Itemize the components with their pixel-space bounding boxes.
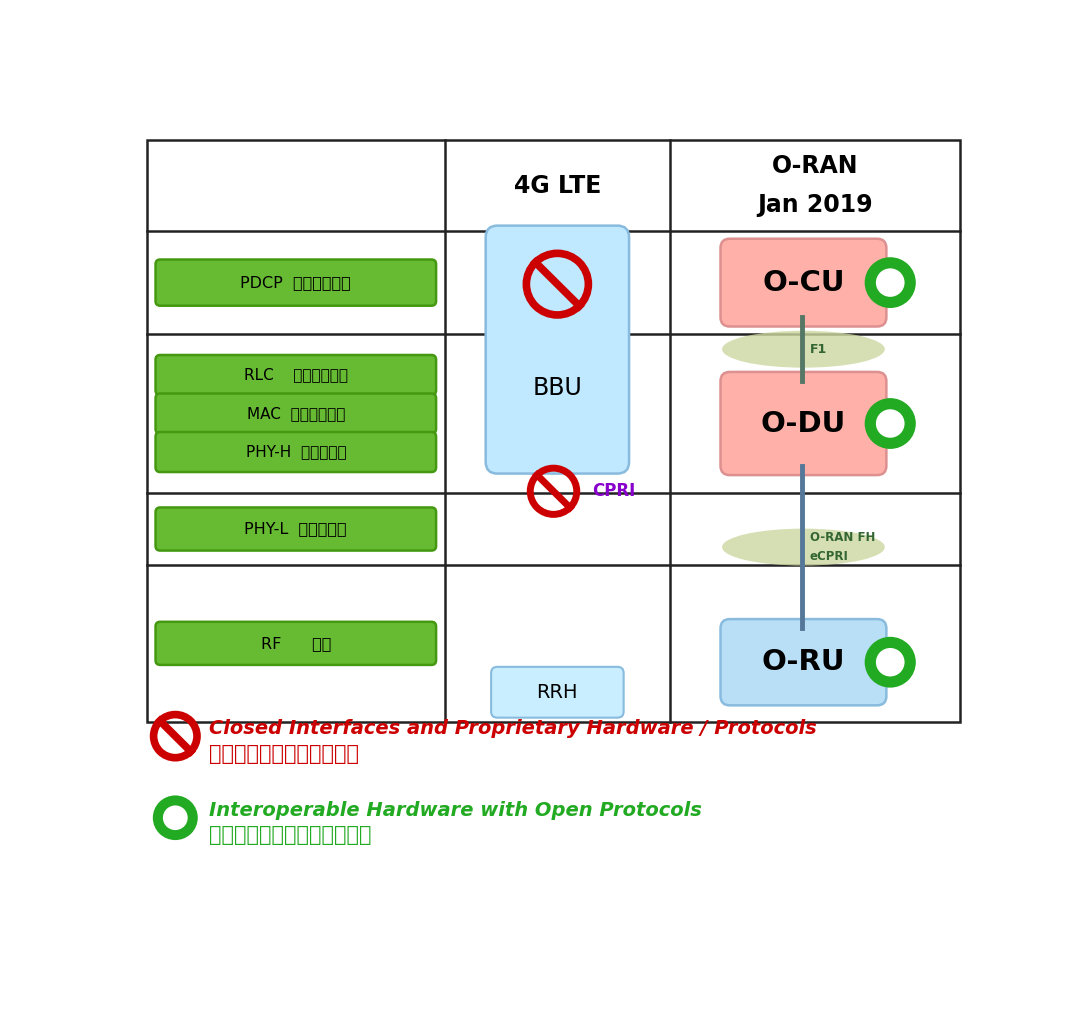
Circle shape xyxy=(865,399,916,449)
Text: 4G LTE: 4G LTE xyxy=(514,173,602,198)
Circle shape xyxy=(153,795,198,840)
Circle shape xyxy=(865,258,916,308)
FancyBboxPatch shape xyxy=(720,372,887,476)
Circle shape xyxy=(876,269,905,297)
FancyBboxPatch shape xyxy=(720,620,887,706)
Ellipse shape xyxy=(723,528,885,566)
Ellipse shape xyxy=(723,331,885,368)
Text: MAC  媒体接入控制: MAC 媒体接入控制 xyxy=(246,406,345,421)
FancyBboxPatch shape xyxy=(720,238,887,327)
Text: O-DU: O-DU xyxy=(760,410,846,437)
FancyBboxPatch shape xyxy=(156,393,436,434)
Text: Jan 2019: Jan 2019 xyxy=(757,193,873,217)
Circle shape xyxy=(163,805,188,830)
Circle shape xyxy=(876,410,905,438)
FancyBboxPatch shape xyxy=(486,226,629,474)
FancyBboxPatch shape xyxy=(156,507,436,551)
Bar xyxy=(147,140,960,722)
Text: O-RAN FH: O-RAN FH xyxy=(810,531,875,545)
Text: PHY-L  物理层下层: PHY-L 物理层下层 xyxy=(244,521,347,536)
FancyBboxPatch shape xyxy=(156,355,436,395)
Text: O-RAN: O-RAN xyxy=(772,154,859,178)
Text: Closed Interfaces and Proprietary Hardware / Protocols: Closed Interfaces and Proprietary Hardwa… xyxy=(208,719,816,738)
Text: PDCP  分组数据汇聚: PDCP 分组数据汇聚 xyxy=(241,275,351,290)
Circle shape xyxy=(876,648,905,676)
Text: RLC    无线链路控制: RLC 无线链路控制 xyxy=(244,367,348,382)
Text: BBU: BBU xyxy=(532,376,582,401)
Text: 封闭接口和专有硬件及协议: 封闭接口和专有硬件及协议 xyxy=(208,744,359,764)
Text: 使用开放协议的可互操作硬件: 使用开放协议的可互操作硬件 xyxy=(208,825,372,846)
Text: Interoperable Hardware with Open Protocols: Interoperable Hardware with Open Protoco… xyxy=(208,801,702,819)
Text: O-RU: O-RU xyxy=(761,648,846,676)
Text: O-CU: O-CU xyxy=(762,269,845,297)
Text: CPRI: CPRI xyxy=(592,483,635,500)
FancyBboxPatch shape xyxy=(156,432,436,473)
Text: F1: F1 xyxy=(810,343,827,356)
FancyBboxPatch shape xyxy=(491,667,623,718)
Text: PHY-H  物理层上层: PHY-H 物理层上层 xyxy=(245,444,346,459)
Text: eCPRI: eCPRI xyxy=(810,550,849,563)
FancyBboxPatch shape xyxy=(156,622,436,665)
FancyBboxPatch shape xyxy=(156,260,436,305)
Text: RRH: RRH xyxy=(537,682,578,702)
Text: RF      射频: RF 射频 xyxy=(260,636,330,651)
Circle shape xyxy=(865,637,916,687)
